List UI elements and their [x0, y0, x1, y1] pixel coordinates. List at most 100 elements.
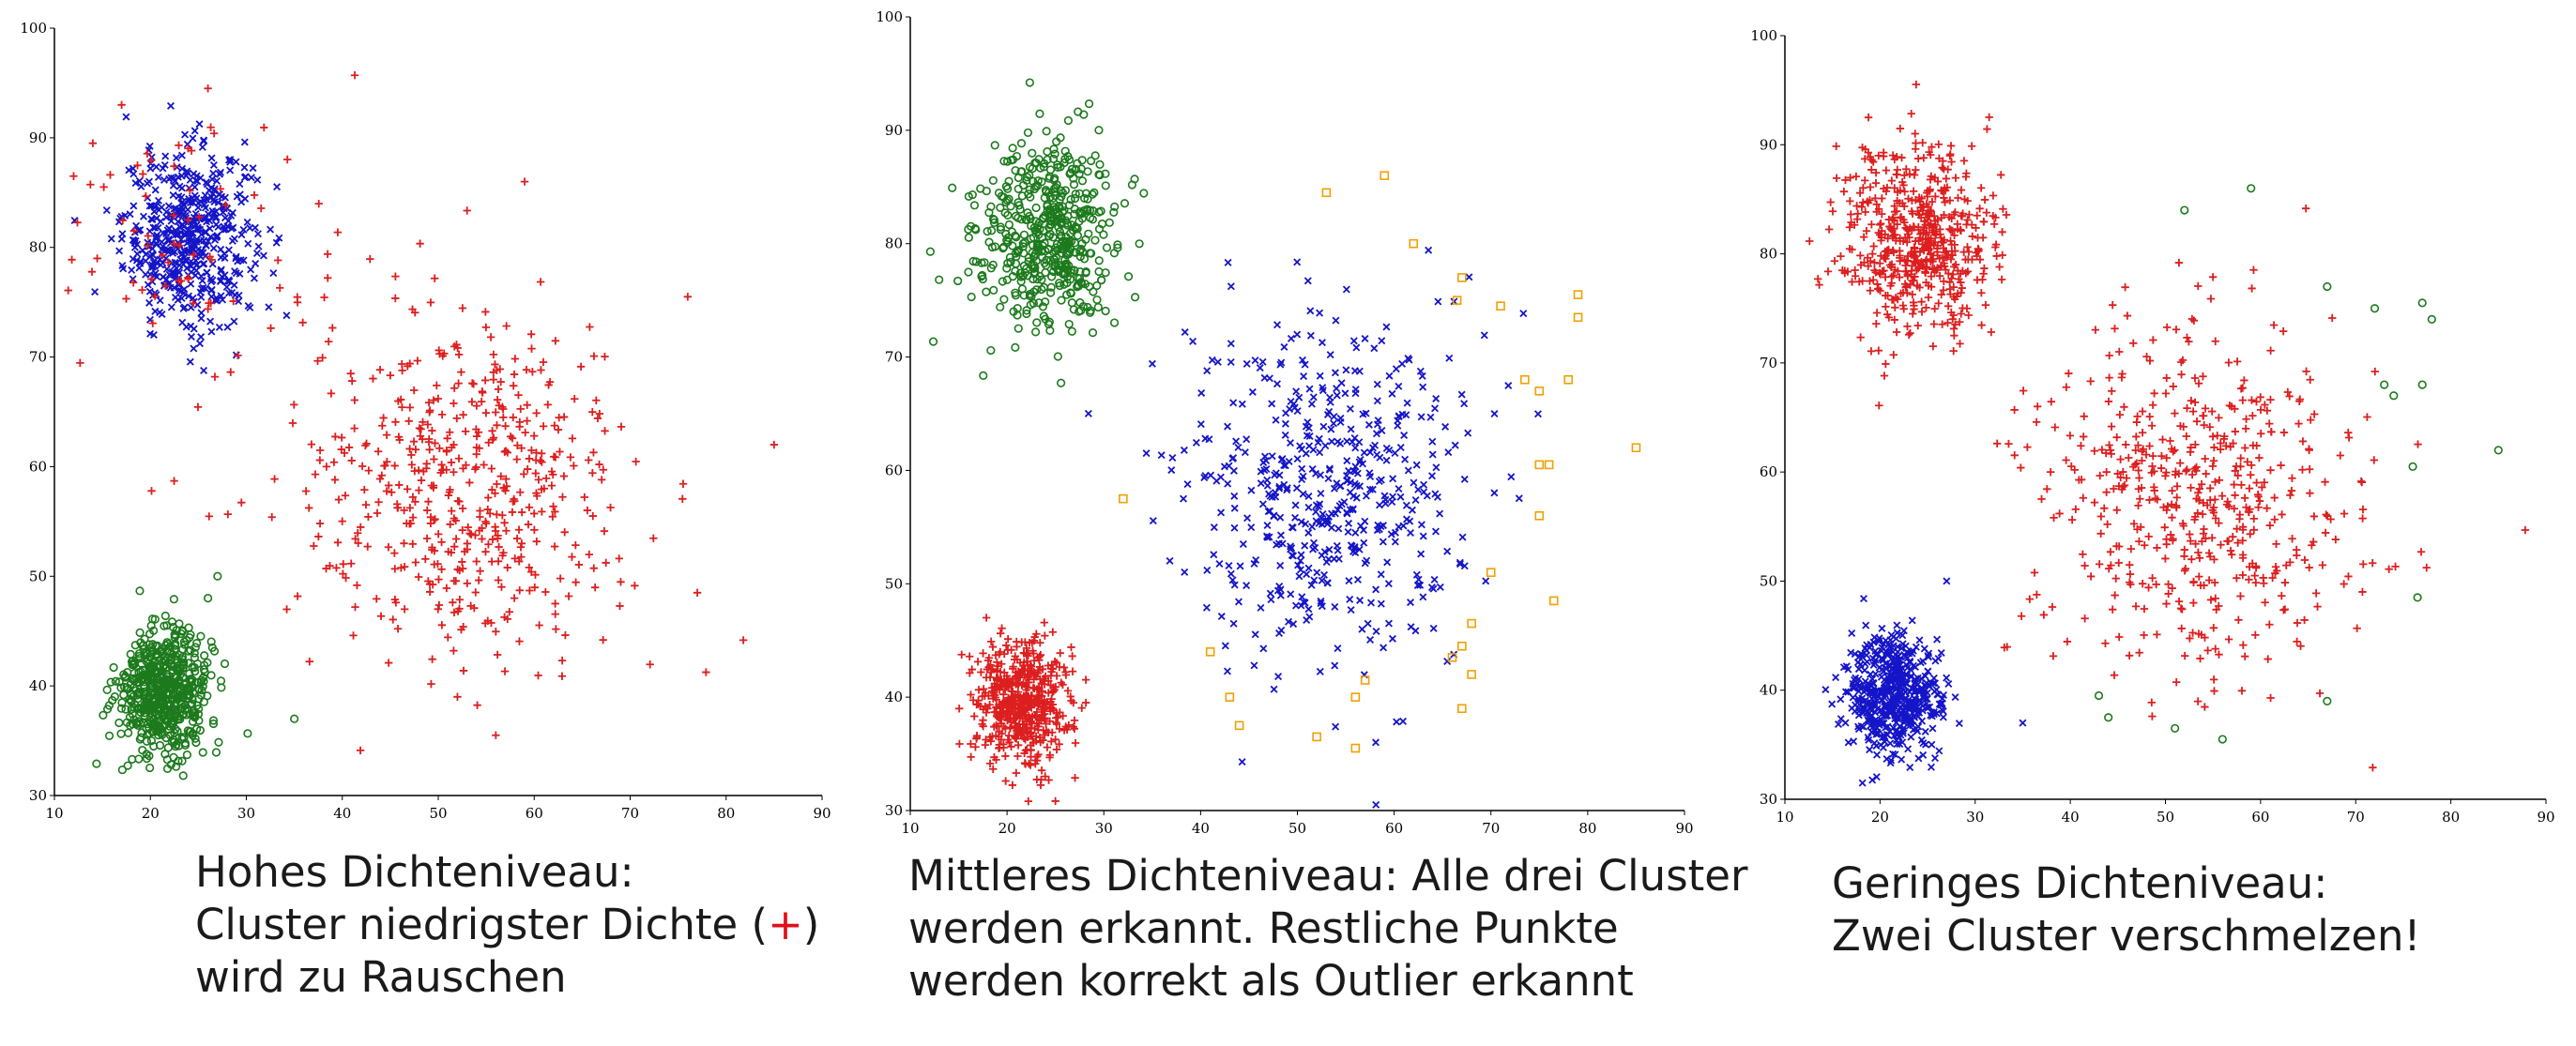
data-point-plus	[347, 456, 356, 465]
data-point-circle	[990, 141, 999, 150]
data-point-plus	[429, 481, 438, 490]
data-point-x	[241, 173, 250, 181]
data-point-plus	[1056, 708, 1064, 717]
data-point-plus	[2237, 687, 2247, 695]
x-tick-label: 70	[2347, 809, 2365, 826]
data-point-x	[165, 270, 174, 279]
data-point-x	[1371, 441, 1379, 449]
data-point-plus	[400, 538, 408, 548]
data-point-plus	[474, 576, 483, 584]
data-point-plus	[595, 460, 603, 469]
data-point-x	[1490, 489, 1499, 497]
data-point-plus	[2238, 553, 2248, 562]
data-point-x	[202, 178, 210, 187]
data-point-plus	[407, 450, 416, 460]
data-point-plus	[1869, 158, 1878, 166]
data-point-plus	[486, 333, 495, 341]
data-point-plus	[973, 658, 983, 666]
data-point-plus	[1912, 196, 1920, 205]
data-point-plus	[2190, 398, 2200, 407]
data-point-circle	[1049, 144, 1059, 154]
data-point-plus	[2227, 551, 2236, 559]
data-point-x	[207, 193, 216, 202]
data-point-circle	[1066, 236, 1076, 246]
data-point-x	[129, 164, 137, 173]
data-point-circle	[1086, 156, 1096, 166]
data-point-plus	[2248, 411, 2257, 420]
data-point-plus	[2210, 578, 2219, 587]
data-point-circle	[1037, 284, 1046, 295]
data-point-plus	[1036, 650, 1045, 659]
data-point-plus	[2208, 462, 2218, 471]
data-point-circle	[180, 738, 191, 748]
data-point-plus	[2135, 474, 2143, 482]
data-point-plus	[2169, 537, 2177, 545]
data-point-plus	[1898, 301, 1908, 310]
data-point-plus	[450, 542, 459, 551]
data-point-x	[1851, 701, 1859, 709]
data-point-plus	[2109, 300, 2117, 310]
data-point-plus	[493, 421, 501, 430]
data-point-x	[1293, 407, 1302, 416]
data-point-x	[169, 190, 177, 199]
data-point-x	[235, 291, 243, 299]
data-point-plus	[484, 438, 493, 447]
data-point-plus	[2252, 398, 2261, 406]
data-point-plus	[2183, 333, 2191, 342]
data-point-x	[1325, 464, 1334, 473]
data-point-plus	[1027, 662, 1036, 671]
data-point-plus	[2112, 506, 2121, 514]
data-point-x	[1258, 500, 1267, 508]
data-point-circle	[1022, 173, 1032, 182]
data-point-plus	[493, 395, 502, 404]
data-point-x	[1227, 358, 1235, 367]
data-point-x	[1283, 486, 1291, 494]
data-point-x	[1228, 576, 1237, 584]
data-point-x	[207, 327, 216, 336]
data-point-plus	[1930, 304, 1939, 313]
data-point-circle	[1043, 155, 1052, 164]
data-point-x	[228, 288, 236, 296]
data-point-circle	[159, 660, 168, 671]
data-point-plus	[530, 509, 539, 518]
data-point-plus	[205, 512, 214, 521]
data-point-plus	[435, 444, 444, 453]
data-point-plus	[2107, 449, 2115, 459]
data-point-x	[1887, 756, 1896, 765]
data-point-x	[1304, 564, 1313, 572]
data-point-circle	[203, 691, 212, 701]
data-point-plus	[1997, 275, 2006, 284]
data-point-x	[1210, 551, 1218, 559]
data-point-plus	[498, 402, 507, 412]
data-point-x	[1951, 693, 1959, 702]
data-point-x	[1504, 382, 1513, 390]
data-point-plus	[488, 485, 496, 494]
data-point-plus	[1946, 236, 1955, 246]
data-point-x	[1265, 374, 1273, 383]
data-point-plus	[1933, 177, 1943, 186]
data-point-plus	[2344, 429, 2353, 437]
data-point-plus	[1024, 796, 1033, 806]
data-point-plus	[2272, 539, 2280, 549]
data-point-plus	[380, 462, 389, 470]
data-point-plus	[1934, 140, 1943, 149]
data-point-x	[1149, 517, 1157, 525]
data-point-plus	[515, 557, 524, 566]
data-point-x	[142, 270, 150, 279]
data-point-plus	[2288, 535, 2296, 543]
data-point-circle	[988, 214, 998, 224]
data-point-circle	[968, 189, 977, 200]
data-point-plus	[649, 534, 658, 542]
data-point-plus	[1943, 165, 1952, 174]
data-point-plus	[2157, 463, 2166, 473]
data-point-plus	[1930, 267, 1939, 277]
data-point-circle	[171, 630, 180, 641]
data-point-plus	[2168, 486, 2176, 495]
data-point-plus	[425, 434, 434, 444]
data-point-plus	[143, 149, 152, 158]
data-point-plus	[2205, 423, 2215, 432]
data-point-x	[1417, 521, 1425, 529]
data-point-plus	[204, 84, 212, 93]
data-point-circle	[1037, 252, 1047, 262]
data-point-circle	[1084, 99, 1094, 109]
